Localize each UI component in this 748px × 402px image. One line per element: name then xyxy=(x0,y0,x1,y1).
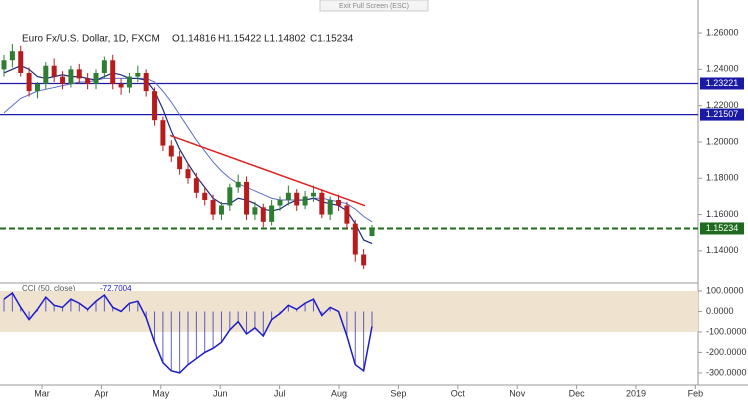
candle-body xyxy=(18,51,24,73)
candle-body xyxy=(76,69,82,79)
candle-body xyxy=(361,254,367,266)
candle-body xyxy=(135,72,141,77)
cci-tick-label: -200.0000 xyxy=(706,347,747,357)
level-label: 1.15234 xyxy=(706,223,739,233)
ohlc-label: L1.14802 xyxy=(264,34,306,45)
candle-body xyxy=(210,200,216,215)
candle-body xyxy=(218,205,224,215)
candle-body xyxy=(143,72,149,92)
candle-body xyxy=(260,207,266,222)
y-tick-label: 1.14000 xyxy=(706,245,739,255)
candle-body xyxy=(252,207,258,215)
candle-body xyxy=(344,205,350,224)
y-tick-label: 1.16000 xyxy=(706,209,739,219)
candle-body xyxy=(101,60,107,73)
candle-body xyxy=(310,192,316,197)
y-tick-label: 1.22000 xyxy=(706,100,739,110)
candle-body xyxy=(302,196,308,206)
x-tick-label: Dec xyxy=(569,388,586,398)
candle-body xyxy=(269,205,275,222)
candle-body xyxy=(244,181,250,215)
candle-body xyxy=(126,76,132,88)
candle-body xyxy=(285,192,291,201)
candle-body xyxy=(202,192,208,201)
candle-body xyxy=(34,83,40,92)
cci-last: -72.7004 xyxy=(100,284,132,293)
trendline xyxy=(169,134,366,207)
x-tick-label: Nov xyxy=(509,388,526,398)
x-tick-label: Sep xyxy=(390,388,406,398)
candle-body xyxy=(26,72,32,92)
cci-tick-label: 0.0000 xyxy=(706,306,734,316)
candle-body xyxy=(227,187,233,206)
cci-band xyxy=(0,290,698,332)
x-tick-label: Jul xyxy=(274,388,286,398)
ma-fast xyxy=(3,65,373,245)
candle-body xyxy=(177,156,183,170)
level-box xyxy=(700,77,744,90)
level-label: 1.21507 xyxy=(706,109,739,119)
x-tick-label: Mar xyxy=(34,388,50,398)
cci-tick-label: -100.0000 xyxy=(706,326,747,336)
y-tick-label: 1.26000 xyxy=(706,27,739,37)
cci-line xyxy=(3,291,373,374)
candle-body xyxy=(352,223,358,255)
ohlc-label: O1.14816 xyxy=(172,34,216,45)
candle-body xyxy=(118,83,124,88)
candle-body xyxy=(60,76,66,84)
banner-box[interactable] xyxy=(319,0,429,12)
candle-body xyxy=(43,65,49,84)
candle-body xyxy=(9,51,15,61)
candle-body xyxy=(277,200,283,206)
candle-body xyxy=(93,72,99,84)
x-tick-label: Aug xyxy=(331,388,347,398)
level-label: 1.23221 xyxy=(706,78,739,88)
x-tick-label: Jun xyxy=(213,388,228,398)
y-tick-label: 1.24000 xyxy=(706,64,739,74)
candle-body xyxy=(85,78,91,84)
cci-title: CCI (50, close) xyxy=(22,284,76,293)
candle-body xyxy=(160,120,166,146)
candle-body xyxy=(235,181,241,188)
ohlc-label: C1.15234 xyxy=(310,34,354,45)
x-tick-label: 2019 xyxy=(626,388,646,398)
y-tick-label: 1.20000 xyxy=(706,136,739,146)
x-tick-label: Apr xyxy=(94,388,108,398)
candle-body xyxy=(193,178,199,193)
x-tick-label: Feb xyxy=(688,388,704,398)
candle-body xyxy=(319,192,325,215)
cci-tick-label: -300.0000 xyxy=(706,367,747,377)
ohlc-label: H1.15422 xyxy=(218,34,262,45)
x-tick-label: May xyxy=(152,388,170,398)
level-box xyxy=(700,222,744,235)
level-box xyxy=(700,108,744,121)
banner[interactable]: Exit Full Screen (ESC) xyxy=(339,3,409,10)
candle-body xyxy=(168,145,174,157)
cci-tick-label: 100.0000 xyxy=(706,285,744,295)
candle-body xyxy=(152,91,158,121)
candle-body xyxy=(185,169,191,179)
x-tick-label: Oct xyxy=(451,388,466,398)
candle-body xyxy=(68,69,74,84)
y-tick-label: 1.18000 xyxy=(706,173,739,183)
candle-body xyxy=(110,60,116,84)
candle-body xyxy=(336,200,342,206)
candle-body xyxy=(294,192,300,206)
candle-body xyxy=(369,228,375,237)
candle-body xyxy=(327,200,333,215)
chart-title: Euro Fx/U.S. Dollar, 1D, FXCM xyxy=(22,34,160,45)
candle-body xyxy=(51,65,57,77)
candle-body xyxy=(1,60,7,70)
